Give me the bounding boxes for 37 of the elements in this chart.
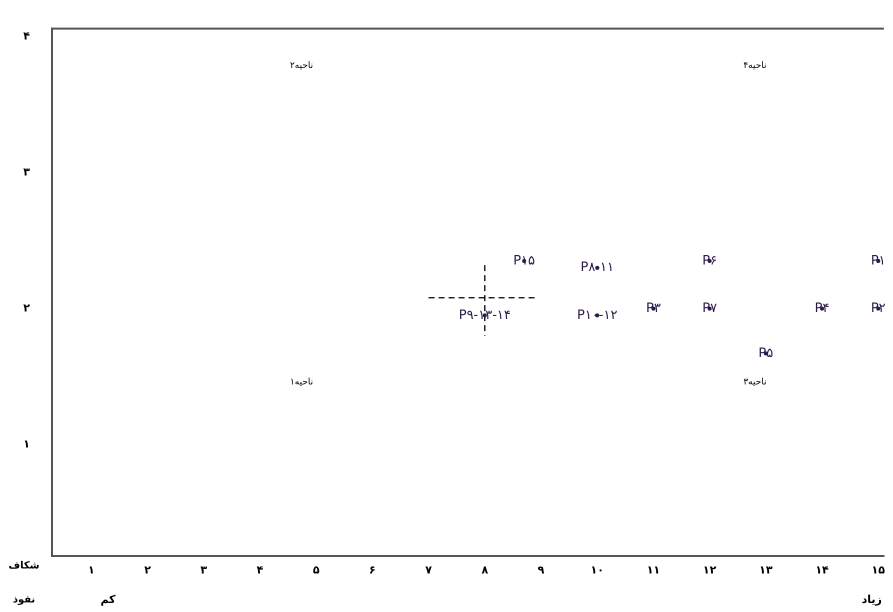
annotation: ناحیه۱ <box>290 377 314 388</box>
x-tick-label: ۱۵ <box>872 563 886 576</box>
x-tick-label: ۸ <box>481 563 488 576</box>
x-axis-title: نفوذ <box>12 594 36 606</box>
data-label: P۲ <box>870 300 886 316</box>
x-tick-label: ۱۳ <box>759 563 773 576</box>
data-label: P۱ <box>870 253 886 268</box>
data-label: P۱۰-۱۲ <box>576 308 618 323</box>
y-tick-label: ۳ <box>23 166 30 179</box>
x-tick-label: ۱ <box>88 563 95 576</box>
annotation: ناحیه۳ <box>743 377 767 388</box>
y-tick-label: ۴ <box>23 30 30 43</box>
x-tick-label: ۶ <box>369 563 376 576</box>
data-label: P۶ <box>702 253 718 268</box>
annotation: ناحیه۴ <box>743 60 767 71</box>
x-tick-label: ۱۱ <box>646 563 660 576</box>
data-label: P۸-۱۱ <box>580 260 614 276</box>
data-label: P۵ <box>758 346 774 361</box>
x-tick-label: ۳ <box>200 563 208 576</box>
text: کم <box>100 592 116 606</box>
x-tick-label: ۷ <box>425 563 432 576</box>
data-label: P۹-۱۳-۱۴ <box>458 308 511 323</box>
annotation: ناحیه۲ <box>290 60 314 71</box>
data-label: P۴ <box>814 300 830 316</box>
x-tick-label: ۲ <box>144 563 152 576</box>
x-tick-label: ۴ <box>256 563 264 576</box>
y-tick-label: ۱ <box>23 437 30 450</box>
data-label: P۳ <box>646 300 661 316</box>
x-tick-label: ۵ <box>312 563 320 576</box>
x-tick-label: ۱۴ <box>815 563 830 576</box>
x-tick-label: ۱۰ <box>590 563 604 576</box>
x-tick-label: ۹ <box>538 563 545 576</box>
x-tick-label: ۱۲ <box>702 563 717 576</box>
y-tick-label: ۲ <box>23 301 30 314</box>
data-label: P۷ <box>702 300 718 316</box>
y-axis-title: شکاف <box>8 560 40 572</box>
text: زیاد <box>862 592 882 606</box>
